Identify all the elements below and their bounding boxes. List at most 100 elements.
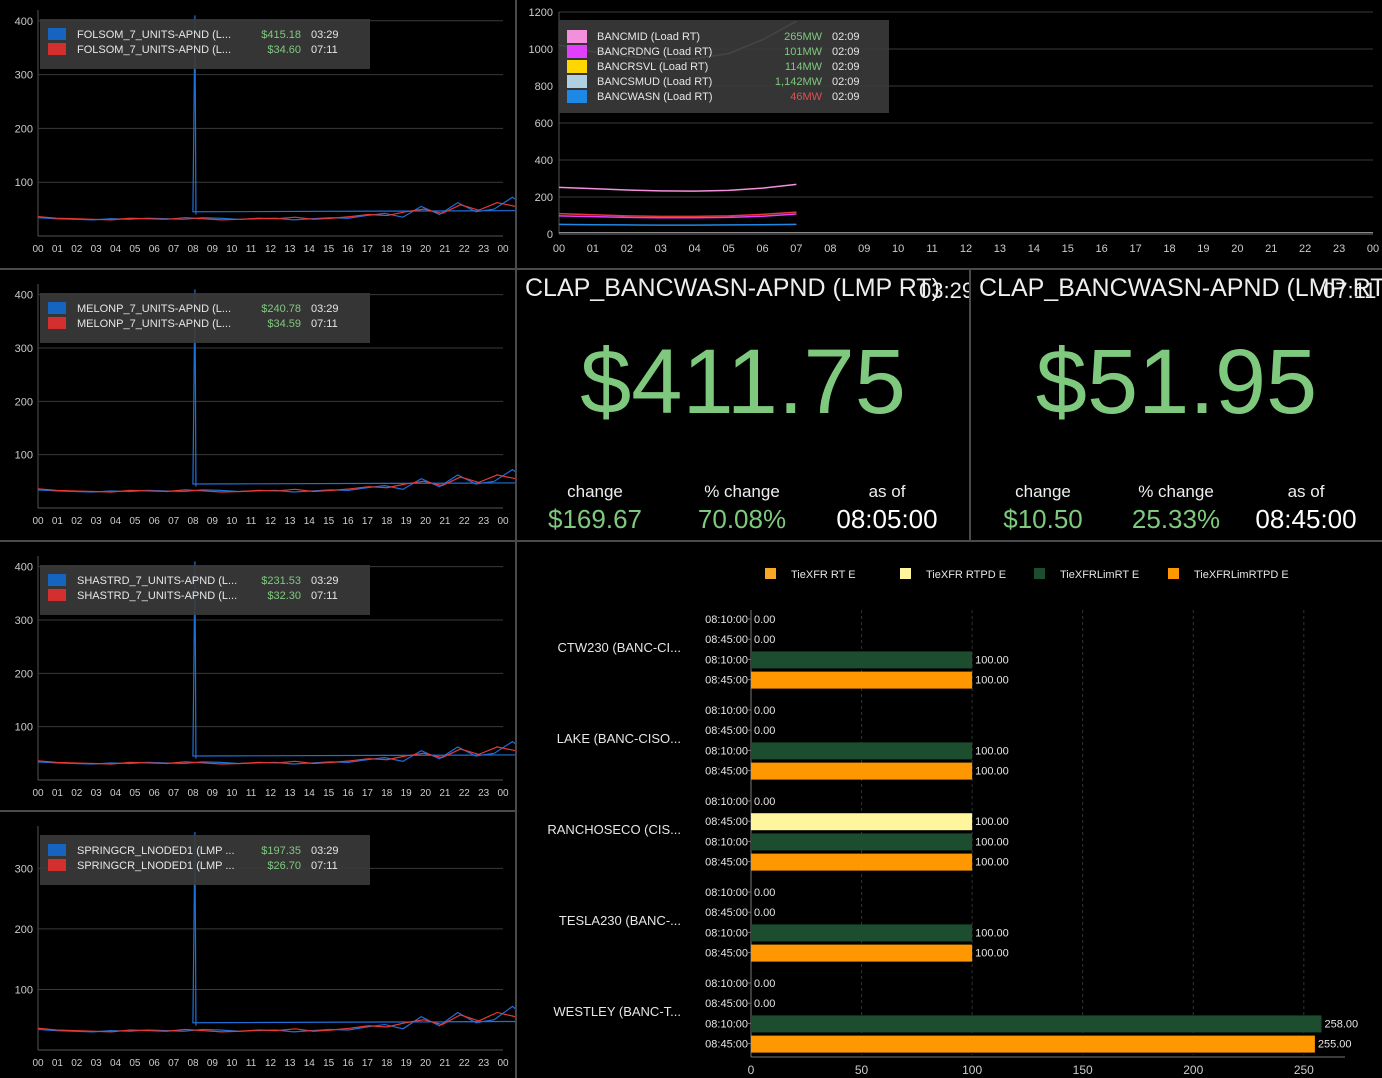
legend-label: SHASTRD_7_UNITS-APND (L... [77, 575, 237, 587]
kpi-pct-change: % change 25.33% [1131, 482, 1221, 534]
x-tick-label: 03 [655, 243, 667, 255]
y-tick-label: 400 [535, 155, 553, 167]
y-tick-label: 0 [547, 229, 553, 241]
legend-swatch [48, 28, 66, 40]
x-tick-label: 13 [994, 243, 1006, 255]
legend-label: TieXFRLimRTPD E [1194, 569, 1289, 581]
legend-time: 03:29 [311, 29, 339, 41]
x-tick-label: 19 [401, 1058, 413, 1069]
x-tick-label: 16 [342, 788, 354, 799]
legend-time: 02:09 [832, 46, 860, 58]
legend-label: TieXFRLimRT E [1060, 569, 1139, 581]
legend-value: $415.18 [261, 29, 301, 41]
x-tick-label: 18 [381, 244, 393, 255]
x-tick-label: 17 [362, 516, 374, 527]
x-tick-label: 04 [110, 244, 122, 255]
x-tick-label: 00 [1367, 243, 1379, 255]
x-tick-label: 20 [420, 1058, 432, 1069]
x-tick-label: 02 [71, 516, 83, 527]
y-tick-label: 600 [535, 118, 553, 130]
x-tick-label: 16 [1096, 243, 1108, 255]
legend-value: 101MW [784, 46, 823, 58]
x-tick-label: 12 [960, 243, 972, 255]
y-tick-label: 400 [15, 562, 33, 574]
bar-time-label: 08:10:00 [705, 836, 748, 848]
bar [751, 924, 973, 942]
y-tick-label: 100 [15, 722, 33, 734]
bar-time-label: 08:10:00 [705, 654, 748, 666]
x-tick-label: 100 [962, 1063, 982, 1077]
load-chart: 0 200 400 600 800 1000 1200 00 01 02 03 04 05 06 07 08 0… [517, 0, 1382, 268]
legend-label: SPRINGCR_LNODED1 (LMP ... [77, 845, 235, 857]
x-tick-label: 06 [149, 516, 161, 527]
x-tick-label: 22 [459, 516, 471, 527]
kpi-time: 07:11 [1323, 278, 1377, 303]
x-tick-label: 15 [323, 516, 335, 527]
x-tick-label: 10 [226, 516, 238, 527]
legend-value: 1,142MW [775, 76, 823, 88]
x-tick-label: 00 [32, 244, 44, 255]
kpi-value: $411.75 [580, 331, 906, 433]
bar [751, 742, 973, 760]
legend-value: $240.78 [261, 303, 301, 315]
x-tick-label: 21 [439, 788, 451, 799]
x-tick-label: 10 [892, 243, 904, 255]
kpi-value: $51.95 [1035, 331, 1318, 433]
bar [751, 671, 973, 689]
x-tick-label: 13 [284, 244, 296, 255]
x-tick-label: 22 [459, 788, 471, 799]
x-tick-label: 03 [91, 788, 103, 799]
y-tick-label: 1000 [529, 44, 553, 56]
legend-value: 114MW [785, 61, 823, 73]
legend-time: 02:09 [832, 31, 860, 43]
x-tick-label: 12 [265, 1058, 277, 1069]
x-tick-label: 19 [401, 788, 413, 799]
x-tick-label: 19 [401, 516, 413, 527]
x-tick-label: 00 [32, 788, 44, 799]
x-tick-label: 22 [459, 244, 471, 255]
x-tick-label: 10 [226, 788, 238, 799]
lmp-chart-springcr: 100 200 300 00 01 02 03 04 05 06 07 08 09 10 11 12 13 14 1… [0, 812, 515, 1078]
y-tick-label: 200 [15, 668, 33, 680]
x-tick-label: 08 [187, 1058, 199, 1069]
bar-time-label: 08:45:00 [705, 1039, 748, 1051]
y-tick-label: 1200 [529, 7, 553, 19]
x-tick-label: 14 [304, 788, 316, 799]
y-tick-label: 300 [15, 863, 33, 875]
y-tick-label: 300 [15, 70, 33, 82]
x-tick-label: 05 [129, 244, 141, 255]
x-tick-label: 18 [1163, 243, 1175, 255]
x-tick-label: 0 [748, 1063, 755, 1077]
bar-time-label: 08:45:00 [705, 816, 748, 828]
bar-time-label: 08:45:00 [705, 948, 748, 960]
bar [751, 651, 973, 669]
x-tick-label: 05 [722, 243, 734, 255]
x-tick-label: 15 [323, 1058, 335, 1069]
series-line-red [37, 474, 515, 493]
x-tick-label: 21 [1265, 243, 1277, 255]
bar-time-label: 08:45:00 [705, 675, 748, 687]
bar [751, 813, 973, 831]
x-tick-label: 13 [284, 1058, 296, 1069]
y-tick-label: 300 [15, 343, 33, 355]
y-tick-label: 400 [15, 290, 33, 302]
legend-label: FOLSOM_7_UNITS-APND (L... [77, 44, 231, 56]
x-tick-label: 07 [168, 788, 180, 799]
x-tick-label: 14 [304, 244, 316, 255]
series-line-red [37, 746, 515, 765]
bar-value-label: 0.00 [754, 998, 775, 1010]
x-tick-label: 00 [553, 243, 565, 255]
kpi-panel-rtpd: CLAP_BANCWASN-APND (LMP RTP 07:11 $51.95… [971, 270, 1382, 540]
legend-label: BANCWASN (Load RT) [597, 91, 713, 103]
chart-legend: BANCMID (Load RT) 265MW 02:09 BANCRDNG (Loa… [559, 20, 889, 113]
x-tick-label: 01 [52, 788, 64, 799]
bar-value-label: 100.00 [975, 816, 1009, 828]
y-tick-label: 200 [15, 123, 33, 135]
x-tick-label: 21 [439, 516, 451, 527]
legend-time: 03:29 [311, 303, 339, 315]
legend-value: $26.70 [267, 860, 301, 872]
x-tick-label: 04 [689, 243, 701, 255]
x-tick-label: 03 [91, 1058, 103, 1069]
x-tick-label: 18 [381, 516, 393, 527]
x-tick-label: 08 [187, 244, 199, 255]
